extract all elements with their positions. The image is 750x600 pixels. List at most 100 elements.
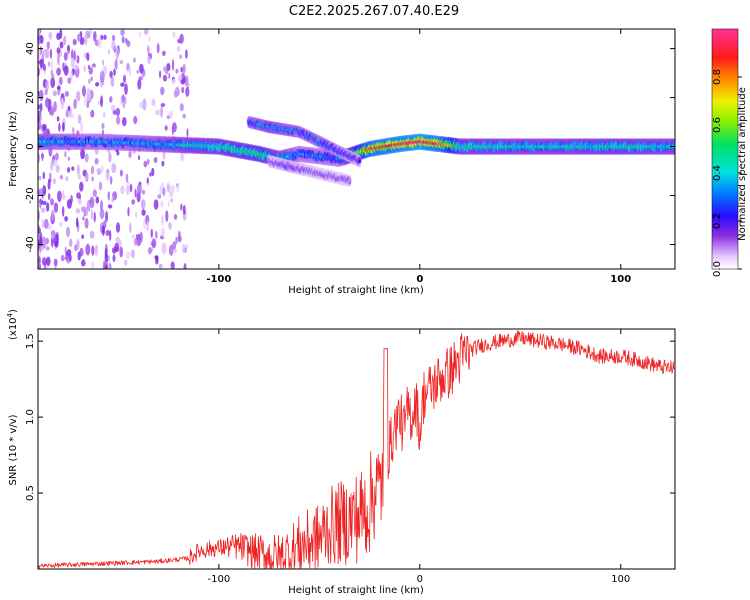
heatmap-noise-cell xyxy=(46,256,51,266)
heatmap-noise-cell xyxy=(99,70,105,83)
heatmap-noise-cell xyxy=(107,204,113,209)
heatmap-noise-cell xyxy=(120,169,123,177)
heatmap-noise-cell xyxy=(64,216,68,222)
spectrogram-y-label: Frequency (Hz) xyxy=(8,111,19,187)
heatmap-noise-cell xyxy=(102,111,106,118)
heatmap-noise-cell xyxy=(160,227,166,238)
heatmap-noise-cell xyxy=(180,34,183,45)
heatmap-noise-cell xyxy=(115,222,121,233)
heatmap-noise-cell xyxy=(57,53,60,66)
spectrogram-x-tick-label: 0 xyxy=(416,274,423,285)
heatmap-noise-cell xyxy=(98,181,103,191)
heatmap-noise-cell xyxy=(45,80,49,92)
heatmap-noise-cell xyxy=(70,70,73,81)
heatmap-noise-cell xyxy=(124,83,128,96)
heatmap-noise-cell xyxy=(142,98,147,111)
heatmap-noise-cell xyxy=(131,249,135,259)
heatmap-noise-cell xyxy=(69,113,75,119)
heatmap-noise-cell xyxy=(141,189,146,195)
heatmap-noise-cell xyxy=(95,196,100,204)
heatmap-noise-cell xyxy=(157,194,162,199)
heatmap-noise-cell xyxy=(90,165,95,175)
heatmap-noise-cell xyxy=(54,240,59,248)
heatmap-noise-cell xyxy=(89,230,95,239)
heatmap-noise-cell xyxy=(44,97,50,108)
colorbar-tick-label: 0.4 xyxy=(712,165,723,181)
heatmap-noise-cell xyxy=(133,116,138,124)
heatmap-noise-cell xyxy=(67,77,72,84)
snr-x-tick-label: 100 xyxy=(611,574,630,585)
snr-y-axis: 0.5 1.0 1.5 xyxy=(25,333,675,501)
heatmap-noise-cell xyxy=(111,104,116,112)
heatmap-noise-cell xyxy=(39,89,44,101)
heatmap-noise-cell xyxy=(111,195,115,203)
heatmap-noise-cell xyxy=(101,123,105,130)
snr-y-tick-label: 1.0 xyxy=(25,409,36,425)
snr-x-tick-label: 0 xyxy=(417,574,423,585)
heatmap-noise-cell xyxy=(39,58,45,68)
heatmap-noise-cell xyxy=(80,122,84,134)
heatmap-noise-cell xyxy=(159,185,162,198)
spectrogram-x-tick-label: 100 xyxy=(610,274,631,285)
heatmap-noise-cell xyxy=(42,200,47,206)
heatmap-noise-cell xyxy=(89,199,93,204)
heatmap-noise-cell xyxy=(93,31,97,42)
colorbar-tick-label: 0.6 xyxy=(712,117,723,133)
heatmap-noise-cell xyxy=(160,105,164,118)
colorbar-label: Normalized spectral amplitude xyxy=(737,87,748,241)
spectrogram-frame xyxy=(37,28,676,270)
heatmap-noise-cell xyxy=(165,210,169,223)
heatmap-noise-cell xyxy=(174,86,180,97)
heatmap-noise-cell xyxy=(109,96,113,103)
heatmap-noise-cell xyxy=(45,237,50,245)
heatmap-noise-cell xyxy=(50,209,55,222)
heatmap-noise-cell xyxy=(129,183,133,193)
heatmap-noise-cell xyxy=(90,109,95,118)
heatmap-noise-cell xyxy=(56,47,61,54)
heatmap-noise-cell xyxy=(38,256,41,265)
heatmap-noise-cell xyxy=(41,257,47,266)
heatmap-noise-cell xyxy=(56,116,60,122)
heatmap-noise-cell xyxy=(112,110,117,115)
heatmap-noise-cell xyxy=(128,65,131,76)
heatmap-noise-cell xyxy=(91,245,95,256)
heatmap-noise-cell xyxy=(45,246,50,251)
heatmap-noise-cell xyxy=(158,263,163,269)
heatmap-noise-cell xyxy=(47,180,51,190)
heatmap-noise-cell xyxy=(115,47,120,60)
heatmap-noise-cell xyxy=(86,52,90,61)
heatmap-noise-cell xyxy=(136,191,141,203)
heatmap-noise-cell xyxy=(102,59,105,66)
heatmap-noise-cell xyxy=(63,35,67,46)
heatmap-noise-cell xyxy=(175,236,178,245)
heatmap-noise-cell xyxy=(108,48,111,55)
heatmap-noise-cell xyxy=(168,72,171,79)
heatmap-noise-cell xyxy=(147,55,151,65)
spectrogram-y-tick-label: -20 xyxy=(25,187,36,203)
heatmap-noise-cell xyxy=(135,211,138,218)
heatmap-noise-cell xyxy=(140,199,146,210)
snr-y-tick-label: 1.5 xyxy=(25,333,36,349)
heatmap-noise-cell xyxy=(105,171,110,181)
heatmap-noise-cell xyxy=(149,172,152,177)
heatmap-noise-cell xyxy=(134,188,137,198)
heatmap-noise-cell xyxy=(161,160,165,167)
heatmap-noise-cell xyxy=(139,63,144,74)
heatmap-noise-cell xyxy=(99,208,105,220)
heatmap-noise-cell xyxy=(100,165,104,173)
heatmap-noise-cell xyxy=(108,152,112,163)
heatmap-noise-cell xyxy=(50,70,53,76)
heatmap-noise-cell xyxy=(80,206,86,213)
heatmap-noise-cell xyxy=(178,230,181,240)
heatmap-noise-cell xyxy=(72,127,75,135)
heatmap-noise-cell xyxy=(103,34,107,40)
spectrogram-y-tick-label: 0 xyxy=(25,143,36,149)
heatmap-noise-cell xyxy=(64,150,67,158)
heatmap-noise-cell xyxy=(79,247,84,257)
heatmap-noise-cell xyxy=(180,66,183,73)
heatmap-noise-cell xyxy=(64,246,67,256)
heatmap-noise-cell xyxy=(62,122,65,132)
heatmap-noise-cell xyxy=(173,214,178,220)
heatmap-noise-cell xyxy=(38,249,41,257)
